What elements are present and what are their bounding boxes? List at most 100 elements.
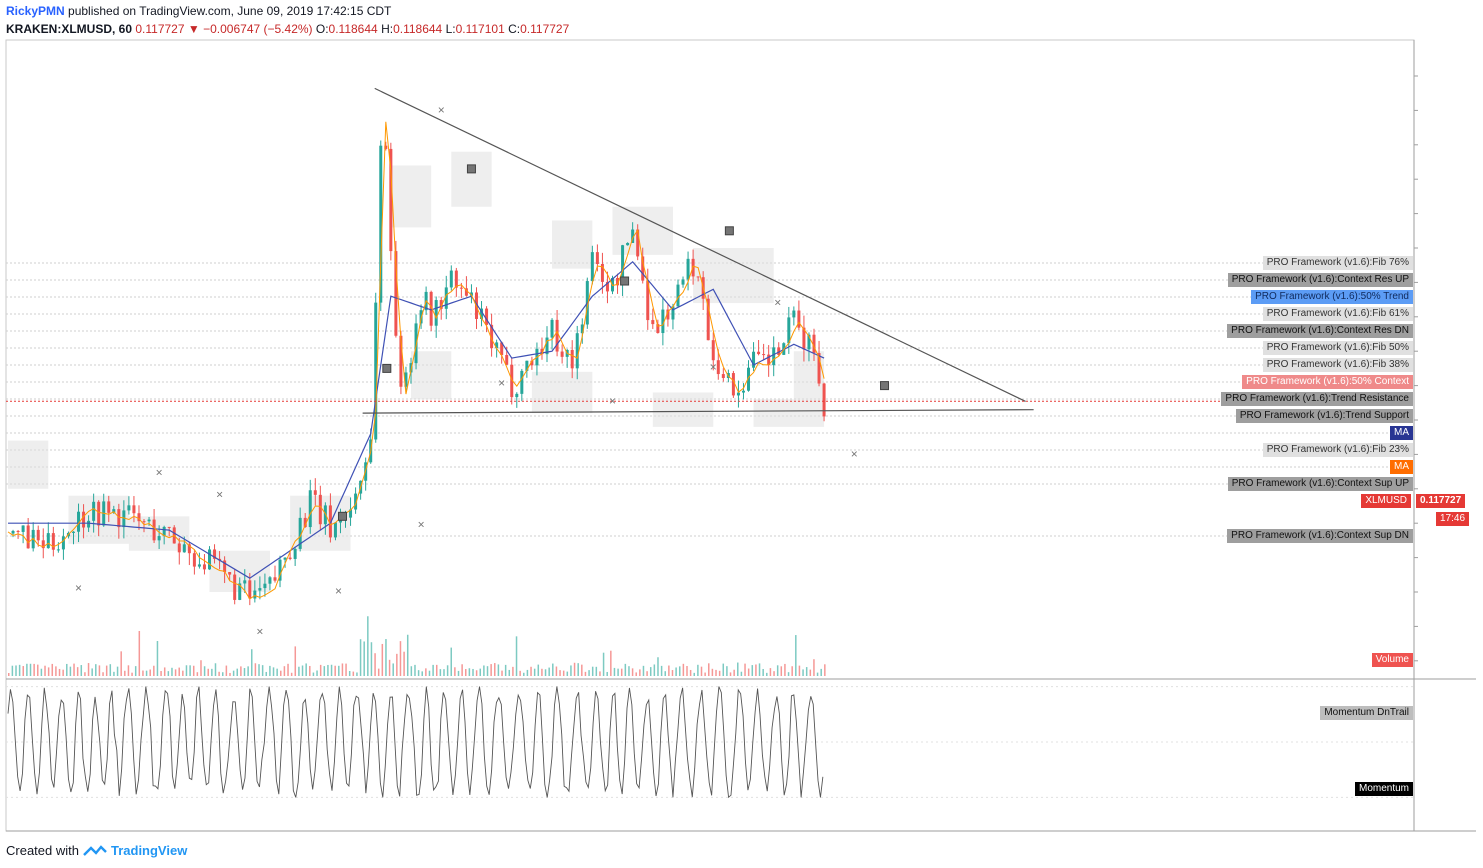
candle-body xyxy=(313,490,317,495)
volume-bar xyxy=(105,665,108,676)
cloud-block xyxy=(8,440,49,489)
candle-body xyxy=(646,280,650,321)
volume-bar xyxy=(127,665,130,676)
volume-bar xyxy=(708,663,710,676)
candle-body xyxy=(197,564,201,567)
candle-body xyxy=(605,281,609,292)
price-change: −0.006747 (−5.42%) xyxy=(203,22,313,36)
volume-bar xyxy=(428,670,431,676)
volume-bar xyxy=(657,657,659,676)
volume-bar xyxy=(802,669,804,676)
level-tag: PRO Framework (v1.6):Fib 50% xyxy=(1262,341,1413,355)
volume-bar xyxy=(232,670,235,676)
candle-body xyxy=(122,510,126,528)
volume-bar xyxy=(613,667,616,676)
candle-body xyxy=(11,530,15,534)
volume-bar xyxy=(392,663,394,676)
candle-body xyxy=(182,544,186,553)
candle-body xyxy=(575,333,579,369)
volume-bar xyxy=(689,669,692,676)
candle-body xyxy=(757,351,761,355)
volume-bar xyxy=(417,670,420,676)
volume-bar xyxy=(98,665,101,676)
volume-bar xyxy=(515,636,518,676)
volume-bar xyxy=(504,664,507,676)
volume-bar xyxy=(722,663,725,676)
candle-body xyxy=(92,501,96,521)
candle-body xyxy=(449,270,453,288)
volume-bar xyxy=(562,670,565,676)
volume-bar xyxy=(95,664,97,676)
level-tag: PRO Framework (v1.6):Trend Resistance xyxy=(1221,392,1413,406)
volume-bar xyxy=(359,639,362,676)
volume-bar xyxy=(261,665,264,676)
volume-bar xyxy=(740,671,743,676)
volume-bar xyxy=(733,669,735,676)
candle-body xyxy=(243,580,247,584)
volume-bar xyxy=(555,666,558,676)
volume-bar xyxy=(791,666,793,676)
candle-body xyxy=(213,549,217,559)
volume-bar xyxy=(406,634,409,676)
candle-body xyxy=(298,517,302,549)
cloud-block xyxy=(390,165,432,228)
volume-bar xyxy=(537,664,540,676)
level-tag: PRO Framework (v1.6):Context Res UP xyxy=(1227,273,1413,287)
cloud-block xyxy=(451,151,492,207)
tradingview-logo-icon xyxy=(83,844,107,856)
volume-bar xyxy=(153,665,155,676)
volume-bar xyxy=(381,643,384,676)
candle-body xyxy=(505,355,509,365)
volume-bar xyxy=(620,668,623,676)
volume-bar xyxy=(305,663,307,676)
volume-bar xyxy=(178,667,180,676)
volume-bar xyxy=(345,663,347,676)
candle-body xyxy=(656,324,660,334)
volume-bar xyxy=(116,666,119,676)
volume-bar xyxy=(595,666,598,676)
x-marker-icon: × xyxy=(498,376,505,390)
volume-bar xyxy=(214,663,217,676)
volume-bar xyxy=(457,670,460,676)
candle-body xyxy=(26,525,30,549)
candle-body xyxy=(147,519,151,522)
volume-bar xyxy=(66,663,68,676)
candle-body xyxy=(434,300,438,326)
candle-body xyxy=(525,360,529,371)
trendline-support xyxy=(362,409,1034,414)
author-link[interactable]: RickyPMN xyxy=(6,4,65,18)
volume-bar xyxy=(588,670,590,676)
created-with-text: Created with xyxy=(6,843,79,858)
volume-bar xyxy=(715,669,717,676)
volume-bar xyxy=(225,665,228,676)
candle-body xyxy=(132,505,136,514)
candle-body xyxy=(71,531,75,533)
volume-bar xyxy=(33,663,35,676)
symbol-name[interactable]: KRAKEN:XLMUSD, 60 xyxy=(6,22,133,36)
volume-bar xyxy=(472,668,474,676)
candle-body xyxy=(459,287,463,289)
candle-body xyxy=(61,536,65,550)
candle-body xyxy=(87,520,91,528)
level-tag: PRO Framework (v1.6):Fib 61% xyxy=(1262,307,1413,321)
volume-bar xyxy=(544,669,547,676)
volume-bar xyxy=(352,671,355,676)
tradingview-brand[interactable]: TradingView xyxy=(110,843,188,858)
symbol-legend: KRAKEN:XLMUSD, 60 0.117727 ▼ −0.006747 (… xyxy=(6,22,569,36)
candle-body xyxy=(797,310,801,328)
candle-body xyxy=(308,490,312,528)
level-tag: PRO Framework (v1.6):50% Context xyxy=(1242,375,1413,389)
candle-body xyxy=(162,526,166,537)
x-marker-icon: × xyxy=(710,360,717,374)
candle-body xyxy=(540,348,544,355)
volume-bar xyxy=(410,666,413,676)
candle-body xyxy=(46,533,50,549)
volume-bar xyxy=(269,665,271,676)
volume-bar xyxy=(243,668,246,676)
volume-bar xyxy=(370,642,373,676)
candle-body xyxy=(671,306,675,320)
volume-bar xyxy=(795,635,797,676)
candle-body xyxy=(439,300,443,309)
candle-body xyxy=(112,509,116,513)
